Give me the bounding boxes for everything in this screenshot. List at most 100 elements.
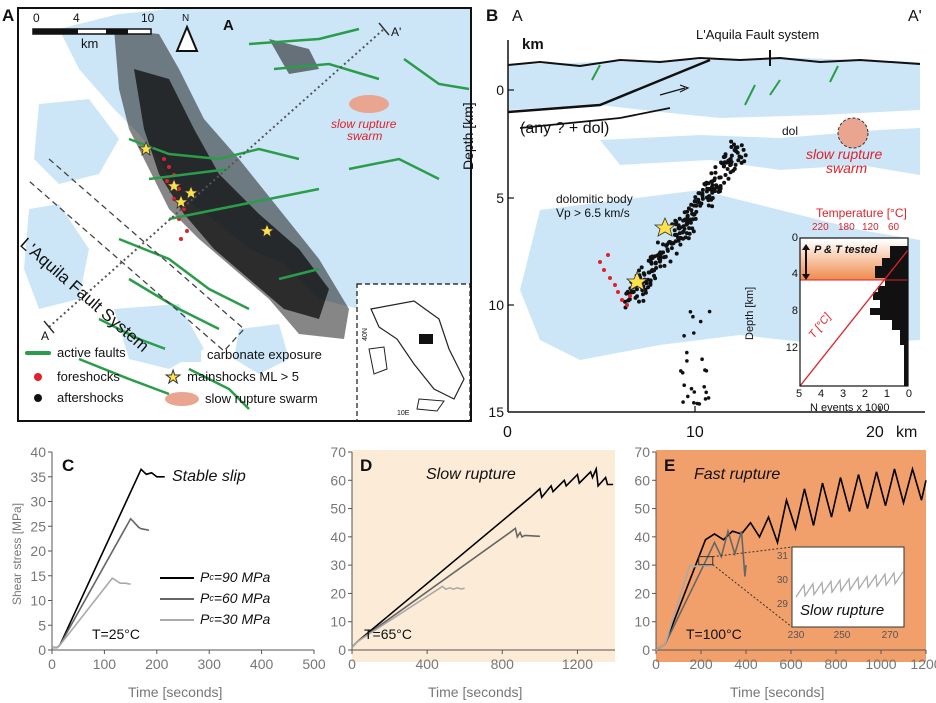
scale-tick-4: 4	[73, 11, 80, 25]
y-tick-label: 10	[330, 614, 346, 630]
aftershock-dot	[694, 209, 699, 214]
shear-stress-label: Shear stress [MPa]	[10, 502, 24, 605]
aftershock-dot	[690, 211, 695, 216]
aftershock-dot	[679, 369, 683, 373]
aftershock-dot	[623, 299, 627, 304]
aftershock-dot	[703, 397, 708, 401]
aftershock-dot	[682, 226, 687, 231]
dolomitic-label-1: dolomitic body	[556, 192, 633, 206]
aftershock-dot	[698, 319, 703, 324]
x-tick-label: 200	[689, 656, 713, 672]
b-xtick-20: 20	[866, 424, 884, 441]
map-corner-letter: A	[223, 17, 234, 34]
inset-xtick: 2	[861, 388, 869, 400]
inset-xtick: 5	[796, 388, 803, 400]
temp-tick-180: 180	[838, 222, 855, 233]
y-tick-label: 0	[338, 642, 346, 658]
aftershock-dot	[682, 210, 687, 215]
panel-d-letter: D	[360, 456, 373, 475]
b-ytick-15: 15	[488, 404, 504, 420]
aftershock-dot	[684, 219, 689, 224]
y-tick-label: 25	[30, 518, 46, 534]
panel-e-xlabel: Time [seconds]	[730, 684, 825, 700]
aftershock-dot	[725, 167, 730, 171]
x-tick-label: 1200	[562, 656, 593, 672]
aftershock-dot	[637, 268, 641, 273]
y-tick-label: 5	[38, 617, 46, 633]
aftershock-dot	[648, 281, 653, 285]
aftershock-dot	[737, 154, 742, 159]
aftershock-dot	[732, 148, 737, 153]
y-tick-label: 20	[330, 585, 346, 601]
series-line	[655, 466, 927, 651]
inset-ytick-12: 12	[785, 342, 798, 354]
map-swarm-label-1: slow rupture	[331, 117, 397, 131]
aftershock-dot	[696, 191, 701, 196]
y-tick-label: 10	[634, 614, 650, 630]
aftershock-dot	[722, 180, 727, 185]
aftershock-dot	[678, 242, 683, 247]
carbonate-swatch	[165, 347, 201, 362]
foreshock-column	[598, 253, 632, 307]
north-label: N	[182, 13, 190, 24]
aftershock-dot	[710, 183, 715, 188]
x-tick-label: 400	[734, 656, 758, 672]
aftershock-dot	[666, 240, 671, 245]
aftershock-dot	[728, 163, 733, 168]
red-dot-icon	[34, 372, 42, 381]
y-tick-label: 70	[634, 444, 650, 460]
panel-d-background	[352, 450, 615, 662]
aftershock-dot	[639, 265, 644, 270]
b-ytick-0: 0	[496, 82, 504, 98]
y-tick-label: 15	[30, 568, 46, 584]
aftershock-dot	[704, 390, 708, 395]
x-tick-label: 400	[250, 656, 274, 672]
y-tick-label: 0	[38, 642, 46, 658]
x-tick-label: 0	[48, 656, 56, 672]
panel-e-inset-label: Slow rupture	[800, 602, 885, 619]
aftershock-dot	[685, 359, 689, 363]
temp-tick-120: 120	[862, 222, 879, 233]
inset-y-tick: 29	[777, 599, 789, 610]
y-tick-label: 70	[330, 444, 346, 460]
swarm-circle	[837, 117, 869, 149]
aftershock-dot	[729, 139, 734, 144]
b-xtick-0: 0	[503, 424, 512, 441]
aftershock-dot	[694, 203, 699, 208]
fault-system-label-b: L'Aquila Fault system	[696, 27, 820, 42]
section-start-label: A	[41, 329, 50, 343]
aftershock-dot	[648, 255, 653, 260]
legend-aftershocks: aftershocks	[25, 390, 123, 405]
aftershock-dot	[655, 240, 660, 245]
aftershock-dot	[681, 400, 685, 404]
aftershock-dot	[646, 270, 651, 275]
legend-foreshocks: foreshocks	[25, 369, 120, 384]
aftershock-dot	[739, 160, 744, 165]
aftershock-dot	[674, 251, 679, 256]
aftershock-dot	[732, 166, 737, 171]
y-tick-label: 10	[30, 593, 46, 609]
aftershock-dot	[672, 228, 677, 233]
aftershock-dot	[686, 394, 690, 399]
temperature-label: Temperature [°C]	[816, 206, 907, 220]
x-tick-label: 1000	[865, 656, 896, 672]
legend-mainshocks: ★ mainshocks ML > 5	[164, 366, 300, 387]
inset-tick-x: 10E	[397, 410, 410, 417]
inset-xlabel: N events x 1000	[810, 402, 890, 414]
aftershock-dot	[723, 154, 728, 159]
aftershock-dot	[706, 396, 711, 400]
inset-xtick: 3	[839, 388, 847, 400]
aftershock-dot	[668, 259, 673, 264]
aftershock-dot	[706, 203, 711, 208]
aftershock-dot	[635, 294, 639, 299]
aftershock-dot	[691, 314, 695, 319]
aftershock-dot	[692, 401, 696, 405]
x-tick-label: 800	[491, 656, 515, 672]
aftershock-dot	[712, 178, 717, 183]
section-end-label: A'	[391, 25, 402, 39]
aftershock-dot	[727, 158, 732, 162]
aftershock-dot	[665, 247, 670, 252]
panel-c-temp: T=25°C	[92, 626, 141, 642]
aftershock-dot	[714, 183, 719, 188]
